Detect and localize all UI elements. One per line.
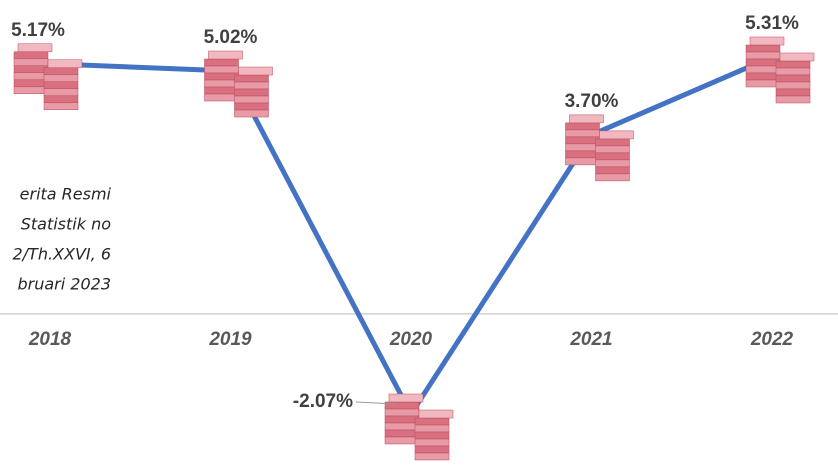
money-bill	[384, 415, 420, 424]
money-bill	[234, 102, 269, 111]
money-top	[749, 36, 785, 46]
money-top	[17, 43, 53, 53]
money-icon	[13, 43, 83, 111]
money-bill	[234, 81, 269, 90]
money-bill	[745, 65, 781, 74]
money-icon	[204, 50, 273, 118]
money-bill	[234, 88, 269, 97]
money-bill	[595, 173, 630, 182]
money-bill	[414, 452, 450, 461]
data-label: 3.70%	[565, 91, 619, 112]
money-bill	[384, 429, 420, 438]
money-bill	[775, 95, 811, 104]
money-top	[599, 130, 634, 140]
money-bill	[204, 79, 239, 88]
data-label: 5.31%	[745, 13, 799, 34]
money-bill	[565, 122, 600, 131]
money-bill	[745, 51, 781, 60]
money-bill	[775, 67, 811, 76]
money-bill	[204, 72, 239, 81]
money-bill	[234, 74, 269, 83]
money-bill	[13, 86, 49, 95]
money-bill	[234, 109, 269, 118]
money-top	[569, 114, 604, 124]
money-bill	[13, 58, 49, 67]
annotation: 2/Th.XXVI, 6	[12, 245, 111, 264]
money-bill	[775, 81, 811, 90]
money-bill	[595, 166, 630, 175]
money-bill	[595, 138, 630, 147]
money-icon	[565, 114, 634, 182]
money-bill	[43, 74, 79, 83]
money-bill	[565, 157, 600, 166]
money-bill	[43, 67, 79, 76]
money-bill	[43, 102, 79, 111]
money-bill	[775, 60, 811, 69]
money-icon	[745, 36, 815, 104]
money-bill	[414, 417, 450, 426]
money-bill	[384, 436, 420, 445]
leader-line	[355, 401, 397, 405]
money-bill	[43, 88, 79, 97]
annotation: Statistik no	[21, 215, 112, 234]
money-bill	[384, 422, 420, 431]
money-bill	[43, 81, 79, 90]
money-bill	[204, 86, 239, 95]
money-bill	[13, 79, 49, 88]
money-bill	[414, 445, 450, 454]
money-bill	[595, 152, 630, 161]
money-bill	[414, 424, 450, 433]
money-bill	[595, 145, 630, 154]
money-bill	[43, 95, 79, 104]
data-label: -2.07%	[293, 391, 353, 412]
money-bill	[775, 74, 811, 83]
money-bill	[775, 88, 811, 97]
money-bill	[13, 72, 49, 81]
money-bill	[565, 136, 600, 145]
money-top	[47, 59, 83, 69]
money-bill	[595, 159, 630, 168]
data-label: 5.02%	[204, 27, 258, 48]
x-tick-label: 2018	[28, 329, 72, 350]
money-bill	[13, 51, 49, 60]
x-tick-label: 2021	[569, 329, 612, 350]
money-bill	[384, 408, 420, 417]
money-bill	[565, 143, 600, 152]
x-tick-label: 2022	[750, 329, 794, 350]
money-bill	[204, 93, 239, 102]
x-tick-label: 2020	[389, 329, 433, 350]
money-bill	[204, 65, 239, 74]
money-bill	[414, 438, 450, 447]
money-top	[388, 393, 424, 403]
money-bill	[745, 58, 781, 67]
money-bill	[234, 95, 269, 104]
money-bill	[745, 44, 781, 53]
annotation: bruari 2023	[17, 275, 111, 294]
money-bill	[565, 129, 600, 138]
data-label: 5.17%	[11, 20, 65, 41]
money-top	[418, 409, 454, 419]
money-bill	[414, 431, 450, 440]
money-bill	[745, 72, 781, 81]
money-top	[208, 50, 243, 60]
money-top	[779, 52, 815, 62]
money-bill	[204, 58, 239, 67]
money-bill	[745, 79, 781, 88]
money-top	[238, 66, 273, 76]
money-bill	[384, 401, 420, 410]
money-icon	[384, 393, 454, 461]
money-bill	[565, 150, 600, 159]
money-bill	[13, 65, 49, 74]
x-tick-label: 2019	[208, 329, 252, 350]
annotation: erita Resmi	[20, 185, 112, 204]
